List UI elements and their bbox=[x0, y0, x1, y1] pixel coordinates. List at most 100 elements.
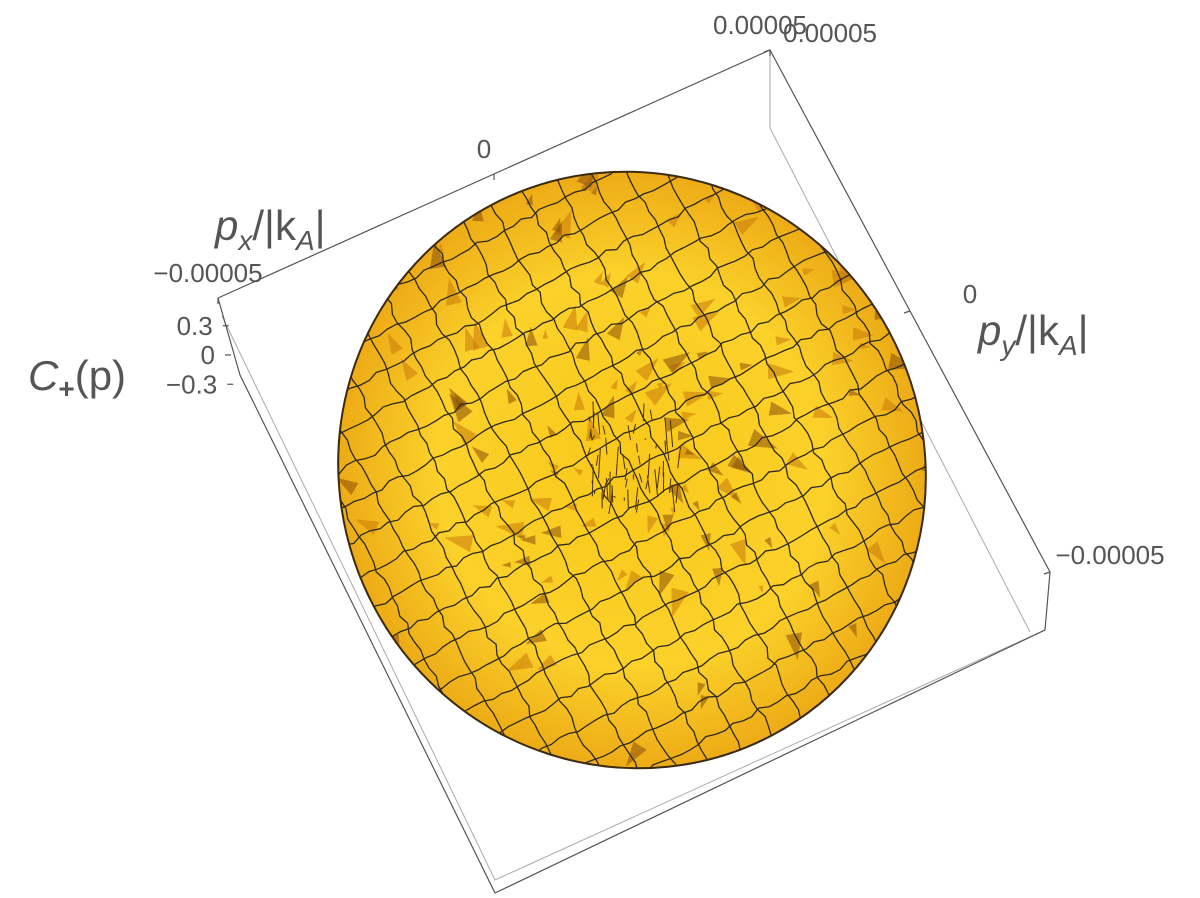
surface-noise bbox=[675, 483, 679, 504]
surface-noise bbox=[592, 401, 595, 422]
surface-facet bbox=[739, 362, 753, 371]
surface-noise bbox=[677, 446, 681, 469]
surface-facet bbox=[678, 430, 694, 441]
surface-noise bbox=[656, 466, 661, 489]
z-tick-label: −0.3 bbox=[166, 369, 217, 399]
surface-facet bbox=[768, 401, 793, 416]
surface-facet bbox=[690, 298, 716, 319]
surface-facet bbox=[842, 305, 858, 315]
surface-facet bbox=[452, 420, 477, 446]
surface-facet bbox=[881, 397, 904, 412]
surface-facet bbox=[536, 654, 558, 671]
mesh-line bbox=[421, 464, 1004, 778]
surface-facet bbox=[785, 452, 809, 471]
surface-facet bbox=[471, 446, 490, 463]
y-tick-label: −0.00005 bbox=[1055, 540, 1164, 570]
surface-facet bbox=[706, 390, 724, 401]
surface-noise bbox=[602, 482, 607, 497]
surface-facet bbox=[593, 271, 603, 286]
surface-disc bbox=[338, 171, 926, 769]
mesh-line bbox=[628, 97, 938, 683]
z-axis-label: C+(p) bbox=[28, 352, 126, 404]
surface-facet bbox=[624, 380, 638, 396]
surface-facet bbox=[685, 448, 695, 455]
surface-facet bbox=[758, 585, 764, 594]
surface-facet bbox=[529, 497, 552, 512]
surface-noise bbox=[638, 473, 643, 483]
surface-facet bbox=[730, 492, 742, 504]
surface-facet bbox=[647, 515, 659, 534]
surface-facet bbox=[666, 211, 683, 228]
surface-facet bbox=[626, 261, 646, 284]
surface-facet bbox=[506, 388, 517, 405]
surface-facet bbox=[829, 522, 841, 535]
surface-noise bbox=[605, 477, 609, 501]
surface-facet bbox=[501, 561, 511, 568]
surface-facet bbox=[573, 467, 584, 476]
surface-facet bbox=[852, 327, 875, 341]
surface-noise bbox=[605, 437, 608, 455]
surface-noise bbox=[627, 425, 632, 441]
surface-facet bbox=[575, 337, 590, 361]
surface-facet bbox=[624, 570, 643, 591]
surface-noise bbox=[610, 489, 613, 504]
mesh-line bbox=[328, 257, 638, 842]
surface-facet bbox=[700, 694, 710, 710]
surface-facet bbox=[551, 217, 561, 233]
surface-facet bbox=[716, 477, 739, 500]
mesh-line bbox=[567, 129, 876, 715]
surface-noise bbox=[636, 443, 638, 453]
surface-noise bbox=[632, 423, 637, 434]
surface-facet bbox=[599, 272, 611, 288]
surface-facet bbox=[585, 415, 601, 442]
surface-facet bbox=[635, 358, 659, 382]
mesh-line bbox=[276, 195, 861, 506]
surface-facet bbox=[540, 575, 554, 583]
surface-facet bbox=[730, 538, 746, 567]
surface-facet bbox=[575, 310, 588, 333]
surface-facet bbox=[704, 195, 715, 204]
surface-facet bbox=[671, 587, 689, 618]
surface-noise bbox=[654, 469, 659, 498]
surface-noise bbox=[590, 464, 594, 466]
surface-facet bbox=[517, 534, 526, 540]
surface bbox=[233, 68, 1031, 872]
surface-facet bbox=[712, 567, 724, 587]
surface-facet bbox=[692, 500, 700, 511]
surface-facet bbox=[355, 519, 380, 536]
surface-facet bbox=[540, 525, 562, 539]
y-tick-label: 0 bbox=[963, 279, 977, 309]
surface-noise bbox=[664, 417, 668, 444]
surface-facet bbox=[400, 358, 418, 381]
surface-noise bbox=[597, 448, 601, 479]
surface-noise bbox=[644, 438, 647, 440]
surface-facet bbox=[848, 623, 857, 638]
mesh-line bbox=[261, 164, 844, 478]
surface-facet bbox=[501, 318, 513, 338]
y-tick-label: 0.00005 bbox=[783, 18, 877, 48]
y-tick bbox=[1043, 571, 1051, 575]
surface-noise bbox=[635, 499, 640, 513]
surface-facet bbox=[681, 411, 697, 421]
y-tick bbox=[763, 49, 771, 53]
surface-noise bbox=[624, 468, 628, 480]
surface-noise bbox=[615, 446, 619, 476]
surface-facet bbox=[573, 391, 586, 411]
surface-noise bbox=[669, 478, 672, 493]
surface-facet bbox=[802, 268, 815, 276]
surface-noise bbox=[671, 484, 676, 513]
surface-noise bbox=[601, 488, 605, 494]
surface-noise bbox=[669, 420, 674, 448]
surface-facet bbox=[708, 375, 732, 390]
surface-facet bbox=[387, 333, 403, 356]
x-tick-label: −0.00005 bbox=[153, 258, 262, 288]
surface-noise bbox=[597, 412, 601, 435]
surface-noise bbox=[646, 475, 651, 494]
surface-facet bbox=[670, 507, 675, 516]
mesh-line bbox=[477, 177, 786, 763]
surface-facet bbox=[680, 483, 689, 494]
surface-facet bbox=[696, 351, 709, 360]
surface-facet bbox=[444, 535, 474, 553]
surface-facet bbox=[662, 351, 691, 374]
